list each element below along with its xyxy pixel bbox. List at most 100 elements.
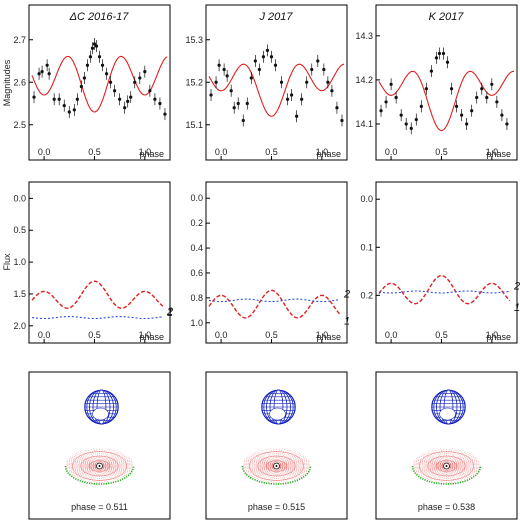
data-point	[52, 97, 56, 101]
disk-spoke	[256, 451, 277, 467]
disk-spoke	[99, 453, 124, 467]
disk-spoke	[276, 465, 310, 471]
data-point	[75, 97, 79, 101]
series-label: 2	[166, 306, 173, 318]
disk-spoke	[413, 465, 447, 471]
phase-label: phase	[139, 149, 164, 159]
data-point	[123, 106, 127, 110]
disk-spoke	[90, 448, 100, 467]
disk-spoke	[446, 465, 469, 480]
disk-spoke	[250, 454, 277, 467]
x-tick-label: 0.5	[435, 330, 448, 340]
x-tick-label: 0.0	[38, 330, 51, 340]
panel-title: J 2017	[258, 11, 293, 23]
x-tick-label: 1.0	[486, 147, 499, 157]
phase-label: phase	[486, 332, 511, 342]
panel-frame	[28, 4, 171, 161]
disk-spoke	[446, 452, 469, 467]
disk-spoke	[84, 449, 100, 467]
data-point	[138, 76, 142, 80]
y-tick-label: 15.1	[185, 120, 203, 130]
model-panel-1: phase = 0.511	[28, 371, 171, 520]
data-point	[222, 67, 226, 72]
y-tick-label: 14.2	[355, 75, 373, 85]
data-point	[419, 104, 423, 108]
model-curve	[208, 63, 345, 117]
disk-spoke	[256, 465, 277, 481]
data-point	[384, 100, 388, 104]
panel-magnitude-K: K 2017 0.0 0.5 1.0 14.1 14.2 14.3 phase	[355, 4, 518, 161]
disk-spoke	[79, 451, 100, 467]
disk-spoke	[431, 465, 447, 483]
data-point	[37, 72, 41, 76]
data-point	[232, 106, 236, 110]
white-dwarf-core	[275, 465, 278, 467]
disk-spoke	[415, 458, 447, 467]
data-point	[454, 104, 459, 108]
disk-rim	[64, 465, 135, 485]
disk-ring	[266, 460, 287, 472]
data-point	[424, 87, 428, 91]
disk-spoke	[68, 458, 100, 467]
disk-spoke	[424, 452, 447, 467]
flux-series-2	[208, 298, 340, 303]
disk-spoke	[79, 465, 100, 481]
disk-spoke	[276, 465, 289, 483]
data-point	[92, 42, 97, 46]
x-tick-label: 1.0	[139, 147, 152, 157]
y-tick-label: 2.0	[13, 321, 26, 331]
disk-spoke	[99, 465, 134, 470]
disk-spoke	[71, 455, 100, 467]
x-tick-label: 0.5	[265, 147, 278, 157]
data-point	[47, 72, 51, 76]
disk-spoke	[65, 465, 100, 468]
disk-spoke	[73, 465, 100, 478]
data-point	[72, 108, 76, 112]
x-tick-label: 0.5	[265, 330, 278, 340]
data-point	[445, 60, 450, 64]
data-point	[389, 82, 393, 86]
disk-spoke	[276, 465, 305, 477]
disk-spoke	[99, 465, 109, 484]
disk-spoke	[261, 449, 277, 467]
data-point	[143, 70, 147, 74]
disk-spoke	[68, 465, 100, 474]
disk-spoke	[276, 462, 311, 467]
x-tick-label: 0.5	[88, 147, 101, 157]
disk-spoke	[426, 465, 447, 481]
data-point	[261, 55, 266, 59]
data-point	[133, 80, 137, 84]
disk-spoke	[267, 448, 277, 467]
disk-spoke	[65, 465, 100, 470]
disk-spoke	[99, 455, 128, 467]
model-frame	[28, 371, 171, 520]
x-tick-label: 0.0	[385, 330, 398, 340]
disk-spoke	[446, 465, 481, 470]
disk-spoke	[65, 462, 100, 467]
disk-spoke	[446, 449, 462, 467]
y-tick-label: 2.6	[13, 77, 26, 87]
data-point	[485, 95, 489, 100]
disk-spoke	[244, 465, 277, 473]
data-point	[62, 104, 66, 108]
model-panel-3: phase = 0.538	[375, 371, 518, 520]
disk-spoke	[276, 459, 309, 467]
disk-spoke	[242, 465, 277, 470]
data-point	[310, 67, 314, 72]
disk-spoke	[276, 452, 299, 467]
data-point	[285, 97, 290, 101]
x-tick-label: 1.0	[486, 330, 499, 340]
disk-spoke	[66, 461, 100, 467]
data-point	[409, 126, 413, 130]
data-point	[236, 101, 240, 106]
disk-spoke	[84, 465, 100, 483]
disk-spoke	[431, 449, 447, 467]
flux-series-1	[31, 280, 164, 310]
data-point	[505, 122, 509, 126]
disk-spoke	[87, 465, 100, 483]
disk-spoke	[75, 453, 100, 467]
disk-spoke	[446, 451, 467, 467]
disk-ring	[89, 460, 110, 472]
series-label: 1	[167, 307, 173, 319]
data-point	[441, 51, 446, 56]
